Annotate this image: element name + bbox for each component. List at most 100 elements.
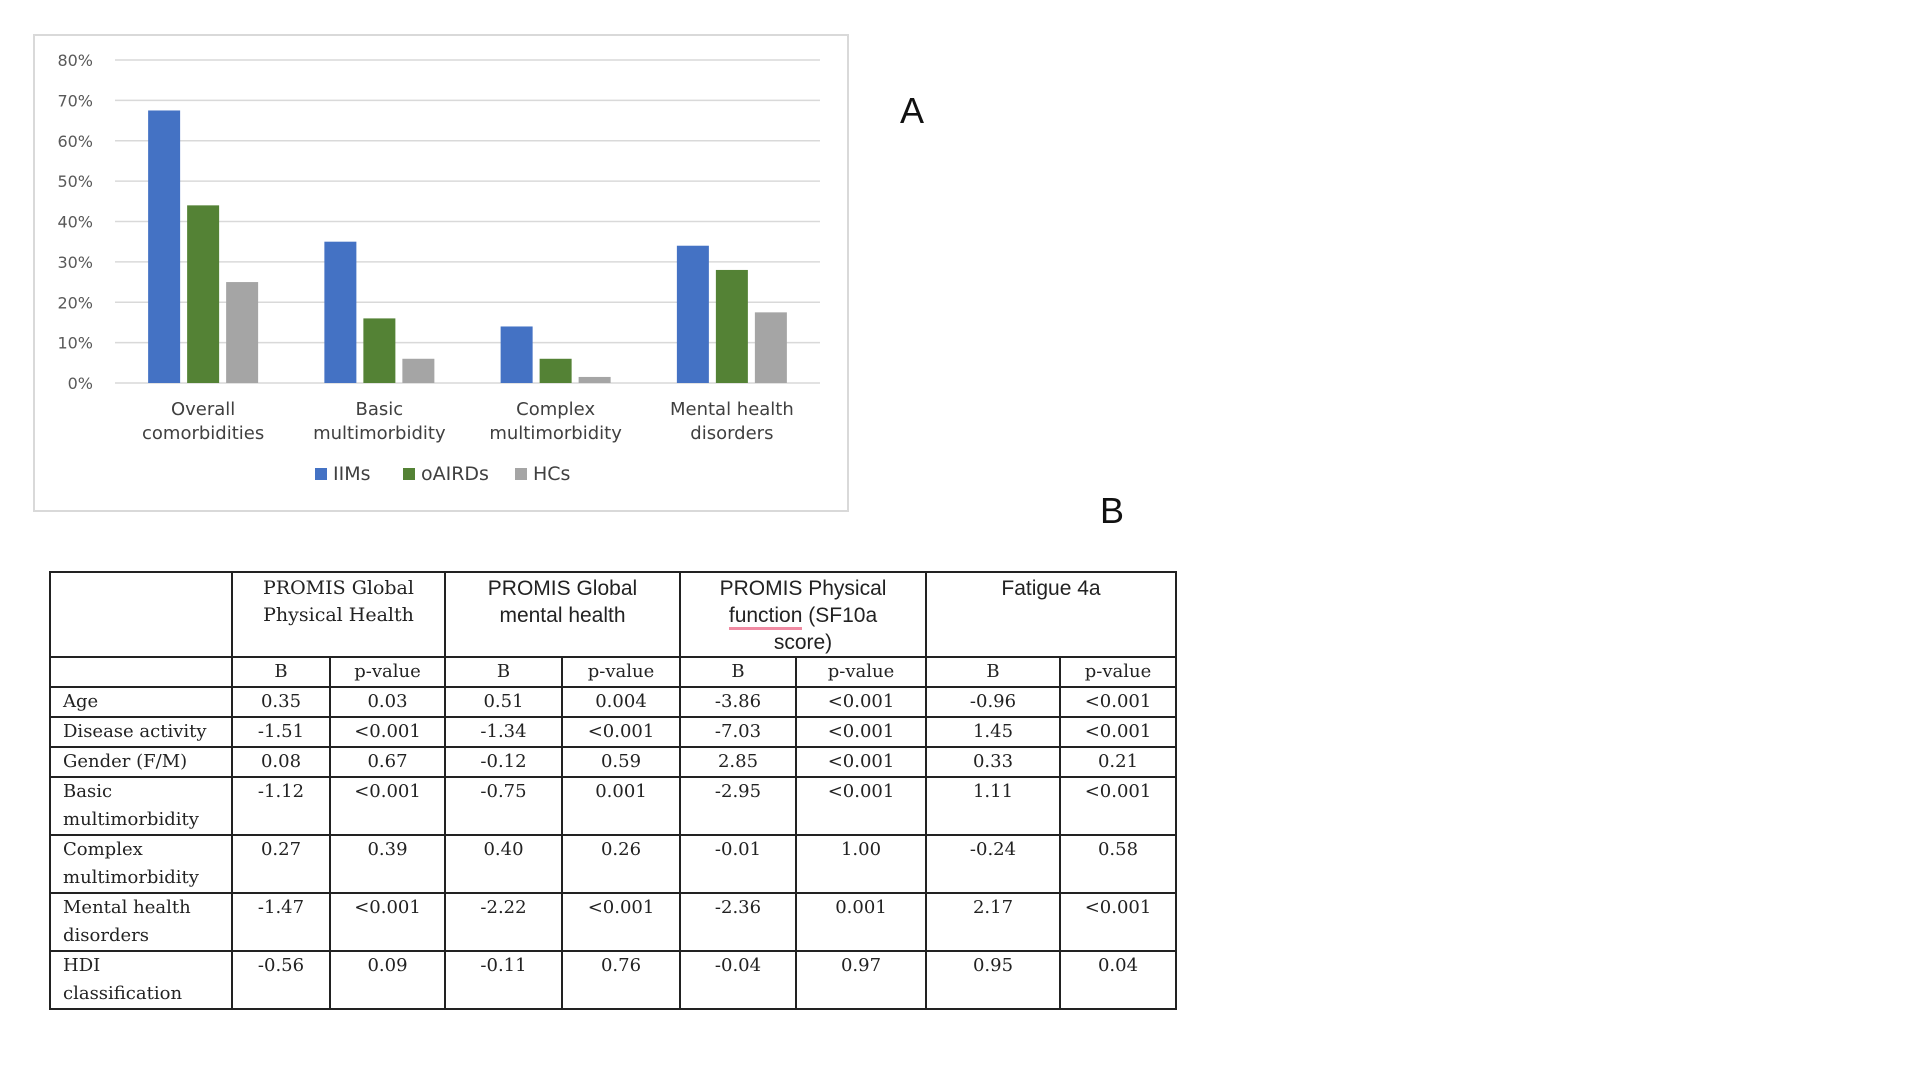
table-cell: 0.33: [925, 746, 1061, 778]
header-line: Physical Health: [263, 604, 414, 626]
table-cell: -0.24: [925, 834, 1061, 894]
bar-iims: [148, 110, 181, 383]
table-cell: <0.001: [1059, 716, 1177, 748]
bar-oairds: [363, 318, 396, 383]
table-row: HDI classification -0.56 0.09 -0.11 0.76 -0.04…: [49, 950, 1177, 1010]
table-cell: <0.001: [1059, 892, 1177, 952]
legend-label: oAIRDs: [421, 463, 489, 485]
header-line: Fatigue 4a: [1001, 577, 1101, 600]
subheader-cell: p-value: [561, 656, 681, 688]
row-label-line: classification: [63, 983, 183, 1004]
table-cell: 0.76: [561, 950, 681, 1010]
row-label-line: Age: [63, 691, 99, 712]
table-cell: 0.27: [231, 834, 331, 894]
table-cell: <0.001: [561, 716, 681, 748]
bar-oairds: [187, 205, 220, 383]
table-cell: 0.40: [444, 834, 563, 894]
bar-oairds: [539, 358, 572, 383]
table-cell: 0.03: [329, 686, 446, 718]
header-line: score): [773, 631, 833, 654]
table-cell: 0.004: [561, 686, 681, 718]
table-cell: -2.95: [679, 776, 797, 836]
x-category-label: Complex: [516, 399, 595, 420]
y-tick-label: 0%: [68, 374, 93, 393]
x-category-label: Basic: [356, 399, 404, 420]
table-cell: -0.12: [444, 746, 563, 778]
legend-swatch: [315, 468, 327, 480]
bar-hcs: [578, 376, 611, 383]
y-tick-label: 40%: [57, 213, 93, 232]
table-header-corner: [49, 571, 233, 658]
table-cell: <0.001: [1059, 776, 1177, 836]
table-cell: <0.001: [795, 746, 927, 778]
x-category-label: multimorbidity: [489, 423, 622, 444]
row-label: Mental health disorders: [49, 892, 233, 952]
row-label: Gender (F/M): [49, 746, 233, 778]
table-cell: <0.001: [795, 776, 927, 836]
table-cell: 0.04: [1059, 950, 1177, 1010]
table-row: Complex multimorbidity 0.27 0.39 0.40 0.26 -0.…: [49, 834, 1177, 894]
table-header-row: PROMIS Global Physical Health PROMIS Glo…: [49, 571, 1177, 658]
table-row: Gender (F/M) 0.08 0.67 -0.12 0.59 2.85 <0.001 0…: [49, 746, 1177, 778]
header-fatigue-4a: Fatigue 4a: [925, 571, 1177, 658]
table-cell: <0.001: [329, 892, 446, 952]
table-cell: 0.26: [561, 834, 681, 894]
row-label-line: disorders: [63, 925, 149, 946]
row-label: Disease activity: [49, 716, 233, 748]
y-tick-label: 30%: [57, 253, 93, 272]
y-tick-label: 50%: [57, 172, 93, 191]
header-promis-physical-function: PROMIS Physical function (SF10a score): [679, 571, 927, 658]
table-cell: 1.45: [925, 716, 1061, 748]
row-label-line: Gender (F/M): [63, 751, 188, 772]
subheader-cell: p-value: [329, 656, 446, 688]
y-tick-label: 20%: [57, 293, 93, 312]
table-cell: 1.11: [925, 776, 1061, 836]
header-line: PROMIS Global: [487, 577, 638, 600]
table-cell: 0.21: [1059, 746, 1177, 778]
panel-label-b: B: [1100, 490, 1125, 531]
row-label-line: Complex: [63, 839, 143, 860]
header-line: mental health: [499, 604, 626, 627]
table-cell: -1.12: [231, 776, 331, 836]
table-cell: -1.47: [231, 892, 331, 952]
bar-hcs: [754, 312, 787, 383]
table-cell: 0.58: [1059, 834, 1177, 894]
row-label: Age: [49, 686, 233, 718]
row-label: Complex multimorbidity: [49, 834, 233, 894]
subheader-empty: [49, 656, 233, 688]
table-row: Mental health disorders -1.47 <0.001 -2.22 <0…: [49, 892, 1177, 952]
table-body: Age 0.35 0.03 0.51 0.004 -3.86 <0.001 -0.96 <0.0…: [49, 686, 1177, 1010]
table-cell: -3.86: [679, 686, 797, 718]
row-label: HDI classification: [49, 950, 233, 1010]
x-category-label: disorders: [690, 423, 773, 444]
table-cell: <0.001: [561, 892, 681, 952]
y-tick-label: 60%: [57, 132, 93, 151]
table-cell: -2.22: [444, 892, 563, 952]
table-cell: -1.51: [231, 716, 331, 748]
table-cell: -0.11: [444, 950, 563, 1010]
table-cell: -0.56: [231, 950, 331, 1010]
header-promis-global-physical: PROMIS Global Physical Health: [231, 571, 446, 658]
table-cell: 0.001: [795, 892, 927, 952]
bar-chart: 0% 10% 20% 30% 40% 50% 60% 70% 80% Overall comorbi…: [57, 51, 820, 485]
x-category-label: multimorbidity: [313, 423, 446, 444]
table-subheader-row: B p-value B p-value B p-value B p-value: [49, 656, 1177, 688]
subheader-cell: B: [925, 656, 1061, 688]
bar-iims: [500, 326, 533, 383]
table-cell: -7.03: [679, 716, 797, 748]
subheader-cell: p-value: [1059, 656, 1177, 688]
x-category-label: Mental health: [670, 399, 794, 420]
header-line-rest: (SF10a: [802, 604, 878, 627]
row-label-line: Mental health: [63, 897, 191, 918]
table-cell: 1.00: [795, 834, 927, 894]
table-row: Age 0.35 0.03 0.51 0.004 -3.86 <0.001 -0.96 <0.0…: [49, 686, 1177, 718]
legend-label: HCs: [533, 463, 570, 485]
bar-iims: [324, 241, 357, 383]
x-category-label: comorbidities: [142, 423, 264, 444]
header-line: PROMIS Physical: [719, 577, 887, 600]
table-cell: 0.08: [231, 746, 331, 778]
row-label-line: Basic: [63, 781, 113, 802]
header-line: PROMIS Global: [263, 577, 414, 599]
legend-swatch: [403, 468, 415, 480]
bar-hcs: [402, 358, 435, 383]
